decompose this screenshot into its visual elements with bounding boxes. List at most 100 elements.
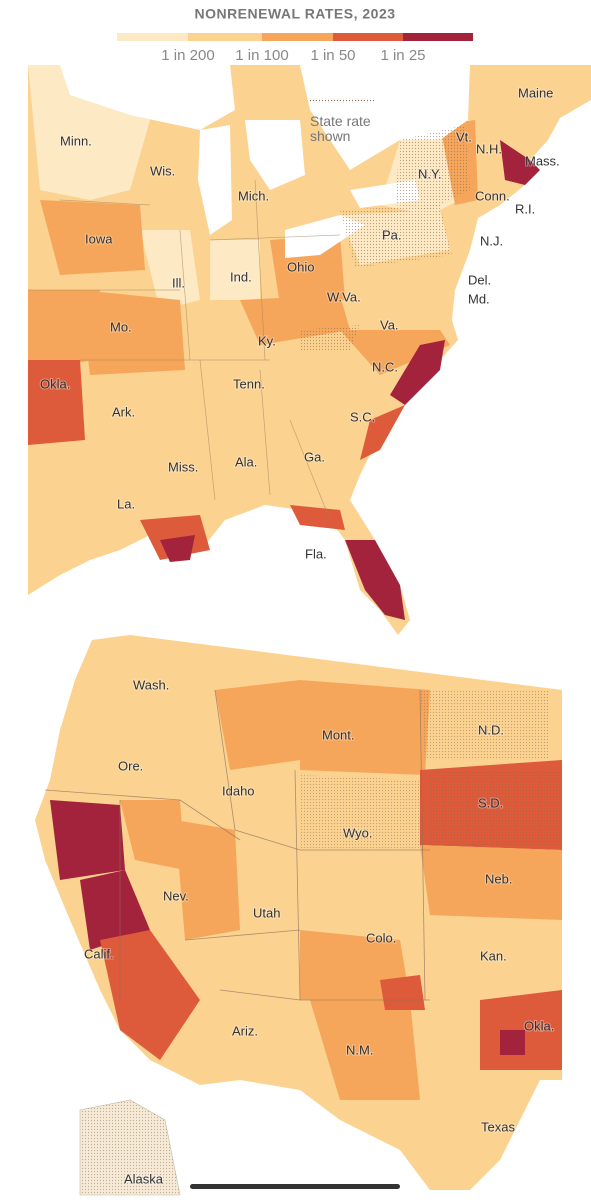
state-label: Kan. bbox=[480, 948, 507, 963]
state-border bbox=[179, 799, 241, 841]
state-label: Tenn. bbox=[233, 376, 265, 391]
state-label: Mont. bbox=[322, 727, 355, 742]
state-label: Wash. bbox=[133, 677, 169, 692]
state-label: R.I. bbox=[515, 201, 535, 216]
rate-area bbox=[80, 870, 150, 950]
state-border bbox=[259, 369, 271, 496]
state-label: La. bbox=[117, 496, 135, 511]
state-label: N.Y. bbox=[418, 166, 442, 181]
legend-label: 1 in 100 bbox=[235, 47, 288, 64]
state-label: S.D. bbox=[478, 795, 503, 810]
legend-label: 1 in 200 bbox=[161, 47, 214, 64]
rate-area bbox=[500, 140, 540, 185]
state-label: Iowa bbox=[85, 231, 113, 246]
legend-label: 1 in 25 bbox=[380, 47, 425, 64]
rate-area bbox=[28, 290, 100, 370]
state-label: Minn. bbox=[60, 133, 92, 148]
rate-area bbox=[215, 680, 300, 770]
state-label: Maine bbox=[518, 85, 553, 100]
rate-area bbox=[40, 200, 145, 275]
west-map: Wash. Mont. N.D. Ore. Idaho S.D. Wyo. Nev. Neb. U… bbox=[35, 635, 562, 1196]
stipple bbox=[80, 1100, 180, 1195]
stipple-note: State rate shown bbox=[310, 113, 371, 144]
state-border bbox=[214, 689, 236, 831]
rate-area bbox=[300, 680, 430, 775]
stipple bbox=[300, 775, 420, 850]
state-border bbox=[234, 829, 301, 851]
state-label: N.C. bbox=[372, 359, 398, 374]
stipple bbox=[430, 770, 560, 845]
state-label: Vt. bbox=[456, 129, 472, 144]
state-label: N.H. bbox=[476, 141, 502, 156]
state-label: Neb. bbox=[485, 871, 512, 886]
legend-swatch bbox=[117, 33, 188, 41]
rate-area bbox=[100, 930, 200, 1060]
legend-swatch bbox=[188, 33, 262, 41]
state-label: Ky. bbox=[258, 333, 276, 348]
stipple bbox=[420, 690, 550, 760]
state-label: Miss. bbox=[168, 459, 198, 474]
state-border bbox=[254, 179, 266, 361]
rate-area bbox=[80, 290, 185, 375]
state-label: Md. bbox=[468, 291, 490, 306]
water bbox=[60, 65, 235, 130]
rate-area bbox=[160, 535, 195, 562]
water bbox=[245, 120, 305, 190]
water bbox=[300, 65, 470, 170]
light-area bbox=[210, 240, 260, 300]
state-label: Okla. bbox=[40, 376, 70, 391]
rate-area bbox=[310, 1000, 420, 1100]
state-label: Del. bbox=[468, 272, 491, 287]
state-label: Va. bbox=[380, 317, 399, 332]
title: NONRENEWAL RATES, 2023 bbox=[194, 6, 395, 22]
legend-label: 1 in 50 bbox=[310, 47, 355, 64]
state-label: Wis. bbox=[150, 163, 175, 178]
water bbox=[198, 125, 232, 235]
state-label: Okla. bbox=[524, 1018, 554, 1033]
rate-area bbox=[360, 405, 405, 460]
state-border bbox=[199, 359, 216, 501]
rate-area bbox=[50, 800, 125, 880]
state-label: Conn. bbox=[475, 188, 510, 203]
rate-area bbox=[28, 360, 85, 445]
stipple-swatch bbox=[310, 98, 376, 103]
state-label: W.Va. bbox=[327, 289, 361, 304]
east-map: Maine Vt. N.H. Mass. Minn. Wis. Mich. N.Y. Conn.… bbox=[28, 65, 591, 635]
state-label: Ga. bbox=[304, 449, 325, 464]
state-label: Ariz. bbox=[232, 1023, 258, 1038]
rate-area bbox=[500, 1030, 525, 1055]
state-label: Utah bbox=[253, 905, 280, 920]
state-border bbox=[184, 929, 301, 941]
rate-area bbox=[140, 515, 210, 560]
state-label: Idaho bbox=[222, 783, 255, 798]
state-border bbox=[289, 419, 331, 521]
rate-area bbox=[340, 330, 450, 375]
legend-swatch bbox=[403, 33, 473, 41]
state-label: Fla. bbox=[305, 546, 327, 561]
rate-area bbox=[175, 820, 240, 940]
rate-area bbox=[420, 845, 562, 920]
state-label: Ind. bbox=[230, 269, 252, 284]
state-label: Ark. bbox=[112, 404, 135, 419]
state-label: Ill. bbox=[172, 275, 185, 290]
state-border bbox=[44, 789, 181, 801]
state-label: Pa. bbox=[382, 227, 402, 242]
state-label: Colo. bbox=[366, 930, 396, 945]
stipple bbox=[395, 125, 470, 210]
state-label: Ore. bbox=[118, 758, 143, 773]
state-border bbox=[219, 989, 301, 1001]
rate-area bbox=[345, 540, 405, 620]
legend-swatch bbox=[333, 33, 403, 41]
state-label: Calif. bbox=[84, 946, 114, 961]
stipple bbox=[340, 205, 452, 268]
state-border bbox=[179, 229, 191, 361]
state-border bbox=[209, 234, 341, 241]
state-label: Mass. bbox=[525, 153, 560, 168]
state-label: Ala. bbox=[235, 454, 257, 469]
state-label: S.C. bbox=[350, 409, 375, 424]
state-label: Nev. bbox=[163, 888, 189, 903]
state-label: Alaska bbox=[124, 1171, 164, 1186]
state-label: N.M. bbox=[346, 1042, 373, 1057]
state-label: N.D. bbox=[478, 722, 504, 737]
